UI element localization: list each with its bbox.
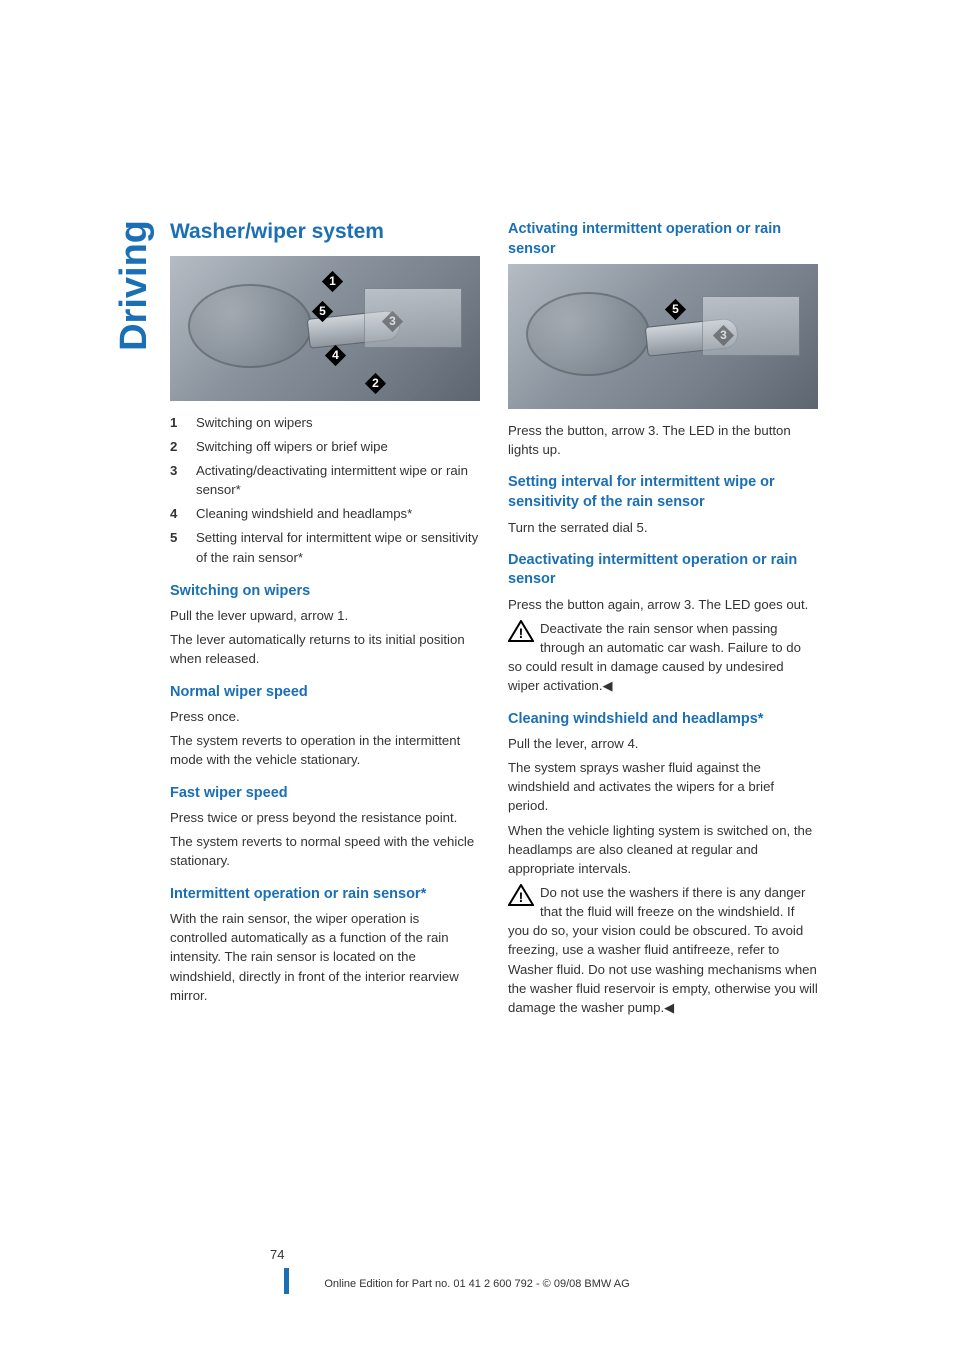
warning-text: Deactivate the rain sensor when passing … <box>508 621 801 693</box>
body-paragraph: Press the button, arrow 3. The LED in th… <box>508 421 818 459</box>
body-paragraph: Press once. <box>170 707 480 726</box>
subheading: Activating intermittent operation or rai… <box>508 220 818 259</box>
body-paragraph: Pull the lever, arrow 4. <box>508 734 818 753</box>
left-column: Washer/wiper system 1 5 3 4 2 1Switching… <box>170 220 480 1023</box>
svg-text:!: ! <box>519 889 524 905</box>
body-paragraph: The lever automatically returns to its i… <box>170 630 480 668</box>
body-paragraph: The system reverts to normal speed with … <box>170 832 480 870</box>
manual-page: Driving Washer/wiper system 1 5 3 4 2 1S… <box>0 0 954 1350</box>
list-item: 4Cleaning windshield and headlamps* <box>170 504 480 524</box>
subheading: Intermittent operation or rain sensor* <box>170 885 480 905</box>
subheading: Setting interval for intermittent wipe o… <box>508 473 818 512</box>
body-paragraph: Turn the serrated dial 5. <box>508 518 818 537</box>
subheading: Fast wiper speed <box>170 784 480 804</box>
subheading: Normal wiper speed <box>170 683 480 703</box>
stalk-illustration <box>645 317 740 356</box>
svg-text:!: ! <box>519 625 524 641</box>
warning-text: Do not use the washers if there is any d… <box>508 885 818 1015</box>
warning-note: ! Do not use the washers if there is any… <box>508 883 818 1017</box>
warning-icon: ! <box>508 620 534 642</box>
body-paragraph: The system sprays washer fluid against t… <box>508 758 818 815</box>
right-column: Activating intermittent operation or rai… <box>508 220 818 1023</box>
figure-wiper-stalk-detail: 5 3 <box>508 264 818 409</box>
list-item: 1Switching on wipers <box>170 413 480 433</box>
section-title: Washer/wiper system <box>170 220 480 244</box>
list-item: 2Switching off wipers or brief wipe <box>170 437 480 457</box>
body-paragraph: The system reverts to operation in the i… <box>170 731 480 769</box>
body-paragraph: With the rain sensor, the wiper operatio… <box>170 909 480 1005</box>
warning-icon: ! <box>508 884 534 906</box>
warning-note: ! Deactivate the rain sensor when passin… <box>508 619 818 696</box>
callout-5: 5 <box>665 299 686 320</box>
callout-3: 3 <box>382 311 403 332</box>
callout-1: 1 <box>322 271 343 292</box>
subheading: Cleaning windshield and headlamps* <box>508 710 818 730</box>
list-item: 3Activating/deactivating intermittent wi… <box>170 461 480 501</box>
callout-3: 3 <box>713 325 734 346</box>
body-paragraph: Press twice or press beyond the resistan… <box>170 808 480 827</box>
legend-list: 1Switching on wipers 2Switching off wipe… <box>170 413 480 568</box>
callout-2: 2 <box>365 373 386 394</box>
body-paragraph: When the vehicle lighting system is swit… <box>508 821 818 878</box>
body-paragraph: Press the button again, arrow 3. The LED… <box>508 595 818 614</box>
footer-line: Online Edition for Part no. 01 41 2 600 … <box>0 1278 954 1290</box>
callout-5: 5 <box>312 301 333 322</box>
side-tab-driving: Driving <box>113 220 156 351</box>
page-number: 74 <box>270 1247 284 1262</box>
content-columns: Washer/wiper system 1 5 3 4 2 1Switching… <box>170 220 869 1023</box>
list-item: 5Setting interval for intermittent wipe … <box>170 528 480 568</box>
subheading: Deactivating intermittent operation or r… <box>508 551 818 590</box>
figure-wiper-stalk-all: 1 5 3 4 2 <box>170 256 480 401</box>
body-paragraph: Pull the lever upward, arrow 1. <box>170 606 480 625</box>
subheading: Switching on wipers <box>170 582 480 602</box>
callout-4: 4 <box>325 345 346 366</box>
